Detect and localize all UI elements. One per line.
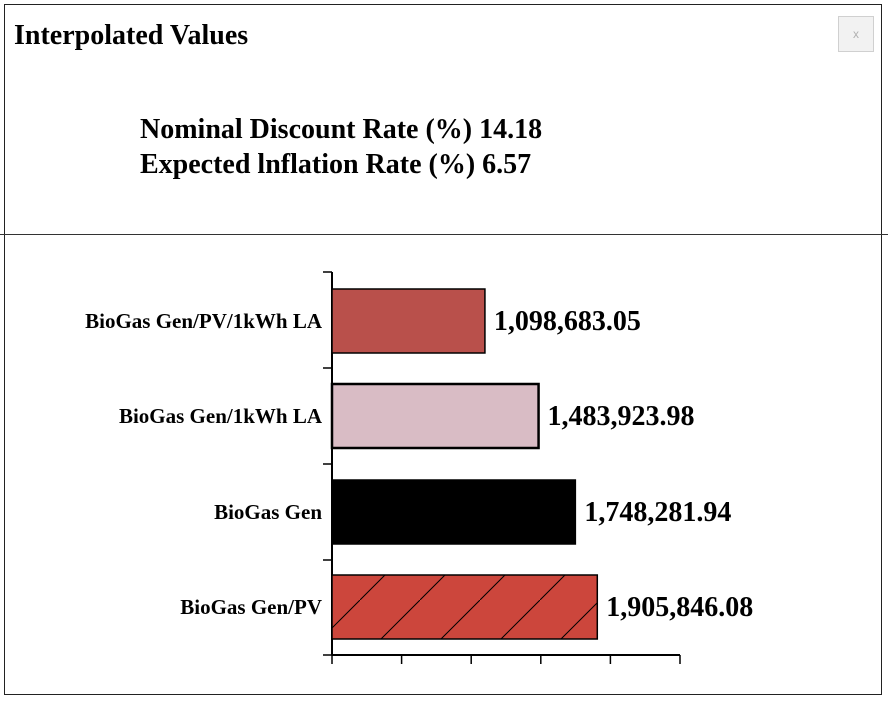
value-label: 1,483,923.98 [548,401,695,432]
value-label: 1,748,281.94 [584,497,731,528]
section-divider [0,234,888,235]
bar [330,382,540,450]
category-label: BioGas Gen/PV [180,595,322,619]
expected-inflation-rate: Expected lnflation Rate (%) 6.57 [140,149,532,180]
rates-panel: Nominal Discount Rate (%) 14.18 Expected… [140,112,542,182]
value-label: 1,905,846.08 [606,592,753,623]
bar [331,479,577,545]
close-button[interactable]: x [838,16,874,52]
category-label: BioGas Gen/PV/1kWh LA [85,309,323,333]
dialog-title: Interpolated Values [14,20,249,51]
category-label: BioGas Gen/1kWh LA [119,404,323,428]
bar-hatch [332,575,598,639]
category-label: BioGas Gen [214,500,322,524]
bar [331,288,486,354]
value-label: 1,098,683.05 [494,306,641,337]
close-icon: x [853,27,859,41]
nominal-discount-rate: Nominal Discount Rate (%) 14.18 [140,114,543,145]
